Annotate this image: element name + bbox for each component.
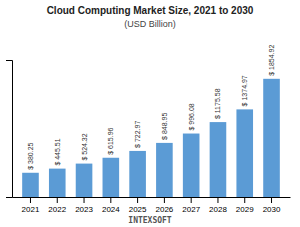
x-tick: 2028 bbox=[209, 197, 227, 214]
x-tick: 2026 bbox=[155, 197, 173, 214]
x-tick-label: 2022 bbox=[48, 205, 66, 214]
x-tick-mark bbox=[191, 197, 192, 203]
x-tick-mark bbox=[271, 197, 272, 203]
bar bbox=[263, 79, 280, 197]
x-tick-label: 2027 bbox=[182, 205, 200, 214]
x-tick: 2024 bbox=[102, 197, 120, 214]
bar bbox=[236, 109, 253, 197]
x-tick: 2027 bbox=[182, 197, 200, 214]
bar bbox=[129, 151, 146, 197]
x-tick: 2029 bbox=[236, 197, 254, 214]
title: Cloud Computing Market Size, 2021 to 203… bbox=[47, 5, 254, 16]
x-tick: 2030 bbox=[263, 197, 281, 214]
data-label: $ 380.25 bbox=[27, 142, 34, 169]
x-tick-label: 2024 bbox=[102, 205, 120, 214]
x-tick: 2025 bbox=[129, 197, 147, 214]
x-tick-mark bbox=[84, 197, 85, 203]
data-label: $ 996.08 bbox=[188, 103, 195, 130]
data-label: $ 524.32 bbox=[81, 133, 88, 160]
annotation: INTEXSOFT bbox=[128, 216, 172, 225]
x-axis-line bbox=[13, 197, 291, 198]
x-tick-mark bbox=[164, 197, 165, 203]
data-label: $ 1374.97 bbox=[241, 75, 248, 106]
bar bbox=[49, 169, 66, 197]
bar bbox=[76, 164, 93, 197]
bar bbox=[156, 143, 173, 197]
data-label: $ 445.51 bbox=[54, 138, 61, 165]
x-tick-label: 2021 bbox=[22, 205, 40, 214]
x-tick-mark bbox=[30, 197, 31, 203]
bar bbox=[183, 134, 200, 197]
data-label: $ 615.96 bbox=[107, 127, 114, 154]
x-axis: 2021 2022 2023 2024 2025 2026 2027 2028 2029 2030 bbox=[13, 197, 291, 214]
x-tick-label: 2023 bbox=[75, 205, 93, 214]
data-labels: $ 380.25 $ 445.51 $ 524.32 $ 615.96 $ 722.97… bbox=[27, 45, 275, 170]
x-tick-mark bbox=[137, 197, 138, 203]
subtitle: (USD Billion) bbox=[124, 19, 176, 29]
data-label: $ 1854.92 bbox=[268, 45, 275, 76]
y-axis bbox=[6, 61, 13, 198]
x-tick-mark bbox=[57, 197, 58, 203]
x-tick-label: 2029 bbox=[236, 205, 254, 214]
y-axis-line bbox=[6, 61, 13, 198]
x-tick: 2021 bbox=[22, 197, 40, 214]
x-tick-mark bbox=[244, 197, 245, 203]
x-tick-label: 2026 bbox=[155, 205, 173, 214]
plot: 2021 2022 2023 2024 2025 2026 2027 2028 2029 2030… bbox=[6, 45, 291, 214]
data-label: $ 848.95 bbox=[161, 113, 168, 140]
x-tick-label: 2030 bbox=[263, 205, 281, 214]
x-tick: 2023 bbox=[75, 197, 93, 214]
bar bbox=[103, 158, 120, 197]
x-tick-label: 2028 bbox=[209, 205, 227, 214]
bar bbox=[22, 173, 39, 197]
x-tick-mark bbox=[217, 197, 218, 203]
data-label: $ 1175.58 bbox=[214, 88, 221, 119]
chart: Cloud Computing Market Size, 2021 to 203… bbox=[0, 0, 300, 227]
x-tick-label: 2025 bbox=[129, 205, 147, 214]
x-tick: 2022 bbox=[48, 197, 66, 214]
bar bbox=[210, 122, 227, 197]
data-label: $ 722.97 bbox=[134, 121, 141, 148]
x-tick-mark bbox=[110, 197, 111, 203]
